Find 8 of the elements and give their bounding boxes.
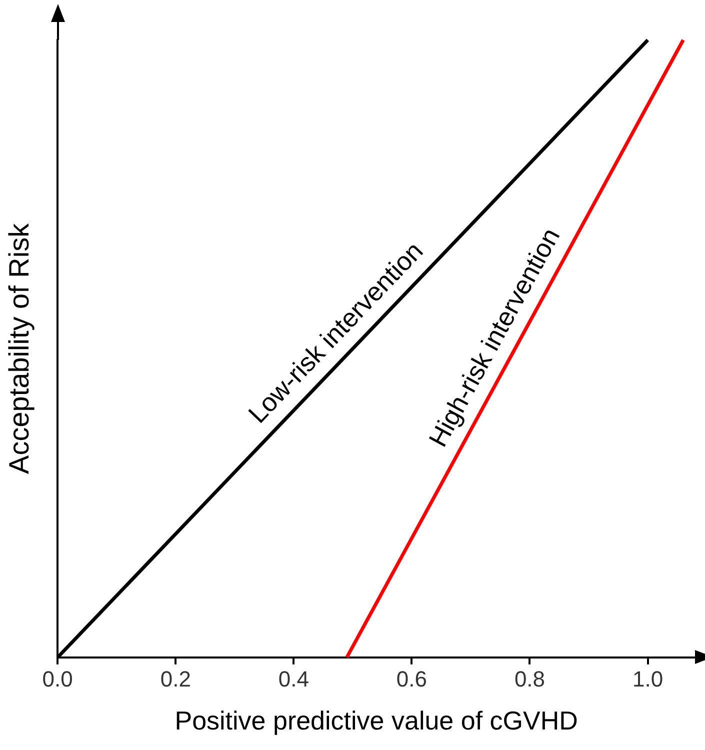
x-tick-label: 0.8 — [514, 666, 546, 692]
x-tick-label: 0.4 — [278, 666, 309, 692]
x-tick-label: 0.2 — [160, 666, 191, 692]
x-tick-label: 0.0 — [42, 666, 73, 692]
x-tick-label: 1.0 — [632, 666, 664, 692]
x-axis-title: Positive predictive value of cGVHD — [174, 706, 578, 736]
y-axis-title: Acceptability of Risk — [4, 222, 35, 474]
x-tick-label: 0.6 — [396, 666, 428, 692]
